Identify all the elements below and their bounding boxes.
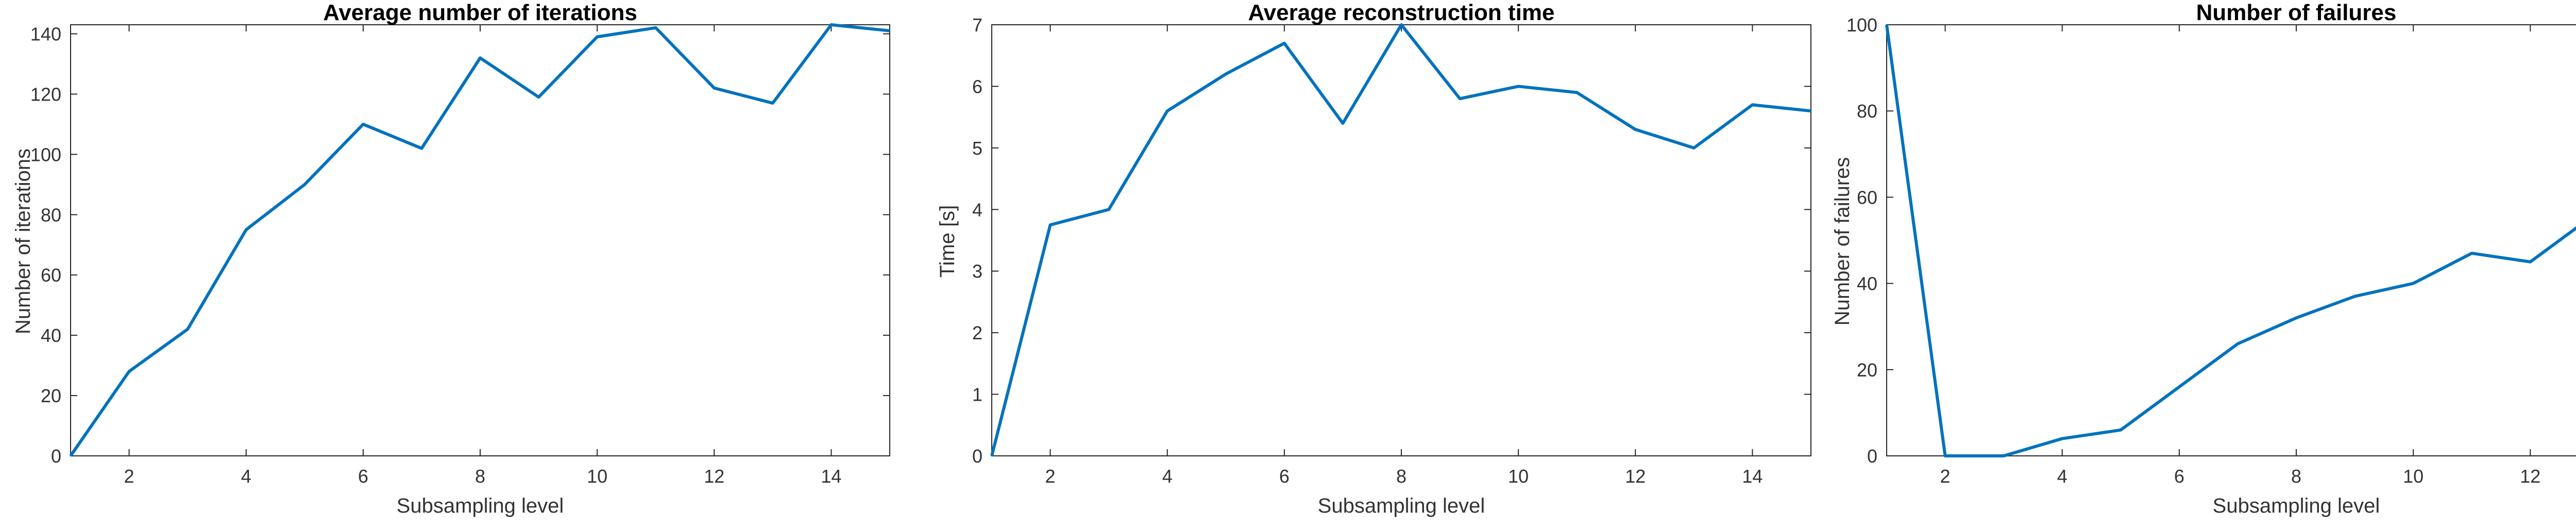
x-tick-label: 8 (475, 466, 485, 487)
x-tick-label: 2 (1940, 466, 1951, 487)
x-tick-label: 4 (241, 466, 251, 487)
axes-box (70, 24, 890, 456)
y-tick-label: 5 (972, 138, 982, 159)
x-tick-label: 4 (2057, 466, 2067, 487)
y-tick-label: 100 (1846, 14, 1877, 36)
y-tick-label: 0 (1867, 446, 1877, 467)
y-tick-label: 140 (30, 24, 61, 45)
y-tick-label: 60 (1857, 187, 1877, 208)
x-tick-label: 14 (1742, 466, 1762, 487)
y-tick-label: 40 (1857, 273, 1877, 294)
y-tick-label: 0 (51, 446, 61, 467)
chart-title-avg-reconstruction-time: Average reconstruction time (1248, 0, 1555, 25)
x-tick-label: 6 (358, 466, 368, 487)
y-axis-label-time: Time [s] (936, 205, 959, 278)
x-tick-label: 14 (821, 466, 841, 487)
data-line-series (1885, 24, 2576, 457)
y-tick-label: 4 (972, 199, 982, 220)
x-tick-label: 12 (704, 466, 724, 487)
y-tick-label: 20 (1857, 359, 1877, 381)
axes-box (1886, 24, 2576, 456)
x-tick-label: 2 (124, 466, 134, 487)
y-tick-label: 100 (30, 144, 61, 165)
x-tick-label: 10 (2403, 466, 2424, 487)
x-axis-label-subsampling-1: Subsampling level (396, 495, 564, 517)
y-tick-label: 60 (41, 265, 61, 286)
chart-title-number-of-failures: Number of failures (2196, 0, 2397, 25)
y-tick-label: 120 (30, 84, 61, 105)
y-tick-label: 80 (1857, 101, 1877, 122)
x-tick-label: 12 (2520, 466, 2540, 487)
x-tick-label: 8 (1396, 466, 1406, 487)
x-tick-label: 4 (1162, 466, 1173, 487)
y-tick-label: 40 (41, 325, 61, 346)
x-axis-label-subsampling-2: Subsampling level (1317, 495, 1485, 517)
x-tick-label: 10 (1508, 466, 1529, 487)
axes-box (991, 24, 1811, 456)
x-tick-label: 10 (587, 466, 607, 487)
chart-title-avg-iterations: Average number of iterations (323, 0, 637, 25)
x-tick-label: 6 (2174, 466, 2184, 487)
y-tick-label: 2 (972, 322, 982, 343)
y-tick-label: 80 (41, 204, 61, 225)
data-line-series (990, 23, 1811, 456)
y-tick-label: 0 (972, 446, 982, 467)
x-tick-label: 12 (1625, 466, 1646, 487)
y-tick-label: 3 (972, 261, 982, 282)
x-tick-label: 2 (1045, 466, 1056, 487)
y-tick-label: 1 (972, 384, 982, 405)
data-line-series (69, 23, 890, 457)
y-axis-label-failures: Number of failures (1831, 157, 1854, 326)
y-axis-label-iterations: Number of iterations (12, 148, 35, 335)
x-tick-label: 8 (2291, 466, 2301, 487)
x-axis-label-subsampling-3: Subsampling level (2212, 495, 2380, 517)
x-tick-label: 6 (1279, 466, 1290, 487)
y-tick-label: 7 (972, 14, 982, 36)
y-tick-label: 20 (41, 385, 61, 406)
y-tick-label: 6 (972, 76, 982, 97)
